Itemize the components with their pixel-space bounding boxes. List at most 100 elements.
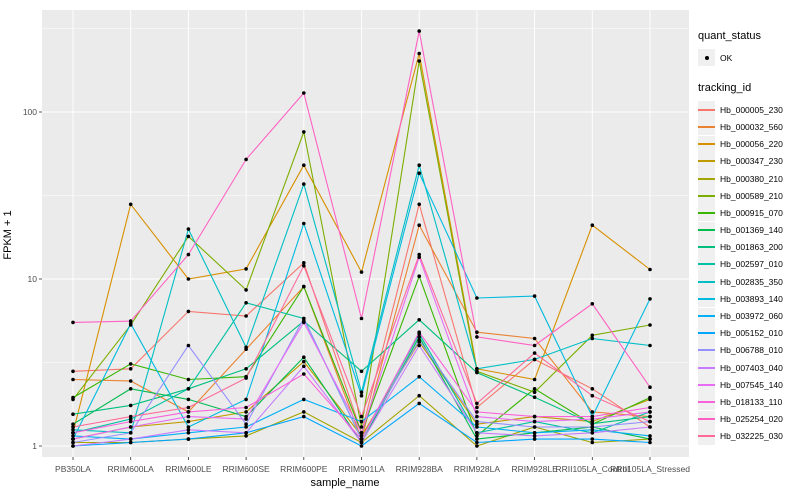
legend-item-label: Hb_000347_230 bbox=[720, 156, 783, 167]
data-point bbox=[475, 444, 479, 448]
data-point bbox=[475, 440, 479, 445]
data-point bbox=[71, 369, 75, 374]
data-point bbox=[71, 431, 75, 435]
data-point bbox=[359, 270, 364, 274]
legend-item-Hb_003893_140: Hb_003893_140 bbox=[698, 290, 798, 308]
data-point bbox=[532, 343, 537, 348]
data-point bbox=[648, 385, 652, 390]
data-point bbox=[244, 431, 248, 435]
legend-item-label: Hb_025254_020 bbox=[720, 414, 783, 425]
data-point bbox=[186, 431, 191, 435]
data-point bbox=[244, 288, 248, 292]
legend-item-Hb_000005_230: Hb_000005_230 bbox=[698, 101, 798, 119]
data-point bbox=[302, 284, 306, 289]
data-point bbox=[244, 434, 248, 438]
x-tick-label: RRIM600SE bbox=[222, 464, 270, 474]
data-point bbox=[359, 437, 364, 441]
series-line-key-icon bbox=[698, 135, 715, 153]
data-point bbox=[128, 425, 133, 429]
data-point bbox=[648, 297, 652, 301]
data-point bbox=[128, 419, 133, 424]
data-point bbox=[475, 335, 479, 339]
data-point bbox=[71, 422, 75, 427]
data-point bbox=[359, 444, 364, 448]
data-point bbox=[648, 419, 652, 424]
data-point bbox=[417, 163, 422, 167]
series-line-key-icon bbox=[698, 273, 715, 291]
data-point bbox=[475, 425, 479, 429]
data-point bbox=[186, 377, 191, 382]
data-point bbox=[71, 377, 75, 382]
data-point bbox=[302, 414, 306, 419]
data-point bbox=[186, 410, 191, 414]
data-point bbox=[359, 414, 364, 419]
legend-item-Hb_000380_210: Hb_000380_210 bbox=[698, 170, 798, 188]
legend-item-label: Hb_000915_070 bbox=[720, 207, 783, 218]
data-point bbox=[302, 316, 306, 321]
data-point bbox=[417, 374, 422, 379]
data-point bbox=[417, 330, 422, 335]
data-point bbox=[417, 274, 422, 279]
data-point bbox=[417, 393, 422, 398]
x-tick-label: RRIM928LA bbox=[453, 464, 501, 474]
data-point bbox=[186, 397, 191, 402]
legend-item-Hb_000347_230: Hb_000347_230 bbox=[698, 152, 798, 170]
data-point bbox=[532, 377, 537, 382]
data-point bbox=[417, 335, 422, 339]
series-line-key-icon bbox=[698, 410, 715, 428]
legend-title-quant-status: quant_status bbox=[698, 30, 761, 42]
data-point bbox=[128, 367, 133, 371]
data-point bbox=[590, 410, 595, 414]
series-line-key-icon bbox=[698, 393, 715, 411]
data-point bbox=[417, 29, 422, 33]
series-line-key-icon bbox=[698, 376, 715, 394]
data-point bbox=[648, 410, 652, 414]
data-point bbox=[244, 301, 248, 305]
data-point bbox=[475, 296, 479, 300]
data-point bbox=[186, 309, 191, 314]
data-point bbox=[128, 414, 133, 419]
data-point bbox=[359, 425, 364, 429]
legend-item-label: Hb_032225_030 bbox=[720, 431, 783, 442]
legend-item-label: Hb_000589_210 bbox=[720, 190, 783, 201]
data-point bbox=[302, 355, 306, 360]
data-point bbox=[244, 376, 248, 380]
series-line-key-icon bbox=[698, 101, 715, 119]
x-axis-title: sample_name bbox=[310, 477, 380, 489]
data-point bbox=[302, 364, 306, 369]
data-point bbox=[532, 294, 537, 298]
y-tick-label: 1 bbox=[32, 441, 37, 451]
data-point bbox=[532, 390, 537, 395]
data-point bbox=[532, 425, 537, 429]
panel-background bbox=[42, 10, 689, 457]
data-point bbox=[648, 440, 652, 445]
data-point bbox=[590, 414, 595, 419]
legend-item-Hb_007545_140: Hb_007545_140 bbox=[698, 376, 798, 394]
data-point bbox=[359, 440, 364, 445]
data-point bbox=[475, 434, 479, 438]
data-point bbox=[186, 414, 191, 419]
legend-item-Hb_000915_070: Hb_000915_070 bbox=[698, 204, 798, 222]
y-tick-label: 10 bbox=[27, 274, 37, 284]
data-point bbox=[302, 91, 306, 95]
data-point bbox=[475, 401, 479, 406]
series-line-key-icon bbox=[698, 255, 715, 273]
legend-item-Hb_002835_350: Hb_002835_350 bbox=[698, 273, 798, 291]
data-point bbox=[244, 345, 248, 350]
data-point bbox=[128, 417, 133, 421]
legend-item-Hb_002597_010: Hb_002597_010 bbox=[698, 255, 798, 273]
data-point bbox=[532, 437, 537, 441]
x-tick-label: RRII105LA_Stressed bbox=[610, 464, 690, 474]
data-point bbox=[417, 255, 422, 259]
data-point bbox=[590, 333, 595, 338]
legend-item-label: OK bbox=[720, 52, 733, 63]
ok-point-icon bbox=[698, 49, 715, 67]
data-point bbox=[417, 171, 422, 175]
data-point bbox=[244, 417, 248, 421]
data-point bbox=[590, 336, 595, 341]
data-point bbox=[532, 357, 537, 362]
data-point bbox=[186, 387, 191, 391]
data-point bbox=[71, 444, 75, 448]
x-tick-label: RRIM600LA bbox=[107, 464, 154, 474]
